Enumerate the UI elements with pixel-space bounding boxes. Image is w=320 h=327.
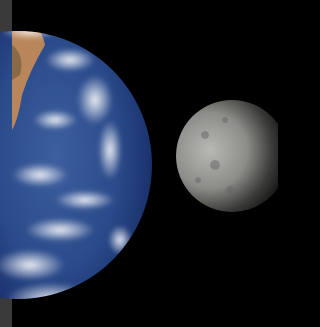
image (0, 0, 278, 327)
